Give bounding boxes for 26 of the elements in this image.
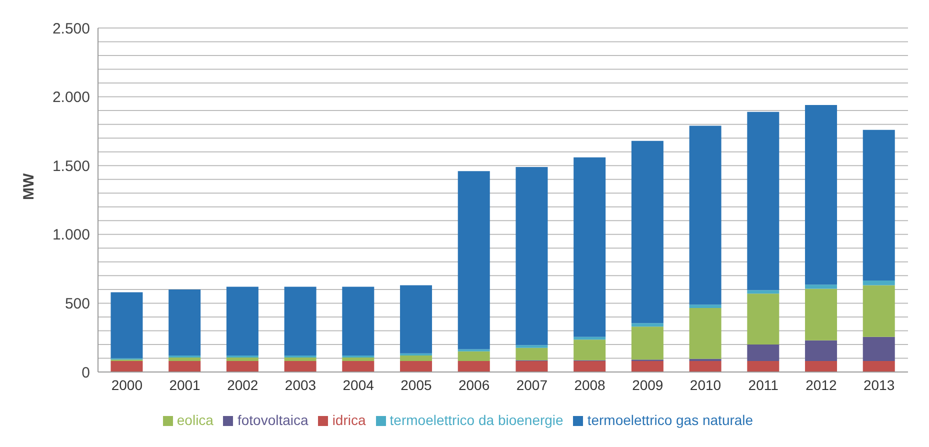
x-tick-label: 2007 xyxy=(516,376,548,393)
x-tick-label: 2005 xyxy=(400,376,432,393)
legend-label: fotovoltaica xyxy=(237,412,308,428)
x-tick-label: 2011 xyxy=(748,376,779,393)
x-tick-label: 2006 xyxy=(458,376,490,393)
x-tick-label: 2003 xyxy=(284,376,316,393)
x-tick-label: 2010 xyxy=(690,376,722,393)
x-tick-label: 2009 xyxy=(632,376,664,393)
x-tick-label: 2000 xyxy=(111,376,143,393)
x-tick-label: 2002 xyxy=(227,376,258,393)
y-tick-label: 0 xyxy=(82,364,90,382)
y-tick-label: 2.000 xyxy=(52,89,90,106)
legend-label: eolica xyxy=(176,412,214,428)
legend-label: idrica xyxy=(332,412,366,428)
x-tick-label: 2001 xyxy=(169,376,201,393)
y-axis-title: MW xyxy=(20,172,38,200)
legend-label: termoelettrico gas naturale xyxy=(587,412,754,428)
y-tick-label: 2.500 xyxy=(52,20,90,38)
y-tick-label: 500 xyxy=(64,296,90,313)
x-tick-label: 2008 xyxy=(574,376,606,393)
legend-label: termoelettrico da bioenergie xyxy=(390,412,564,428)
x-tick-label: 2004 xyxy=(342,376,374,393)
y-tick-label: 1.500 xyxy=(52,158,90,175)
x-tick-label: 2013 xyxy=(863,376,895,393)
x-tick-label: 2012 xyxy=(806,376,837,393)
y-tick-label: 1.000 xyxy=(52,226,90,244)
